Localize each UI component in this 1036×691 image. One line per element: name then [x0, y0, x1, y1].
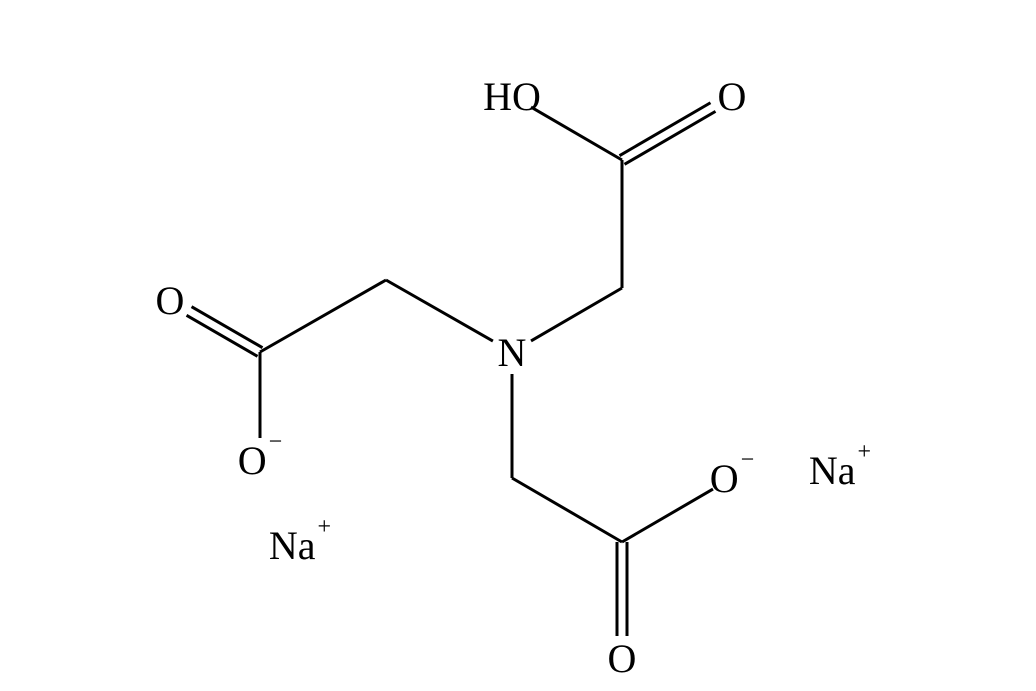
atom-O1neg: O−	[238, 429, 282, 483]
bond-N-C1	[386, 280, 493, 341]
bond-C2carb-O2d-1	[625, 111, 716, 164]
molecule-diagram: N O O− O HO O O− Na+ Na+	[0, 0, 1036, 691]
bond-C3-C3carb	[512, 478, 622, 542]
atom-N: N	[498, 330, 527, 375]
bond-C1-C1carb	[260, 280, 386, 352]
bond-C2carb-O2d-2	[619, 103, 710, 156]
bond-N-C2	[531, 288, 622, 341]
atom-O3d: O	[608, 636, 637, 681]
atom-O2d: O	[718, 74, 747, 119]
bond-C1carb-O1d-2	[187, 315, 258, 356]
bond-C1carb-O1d-1	[192, 307, 263, 348]
atom-O2H: HO	[483, 74, 541, 119]
bond-C3carb-O3neg	[622, 489, 713, 542]
counterion-0: Na+	[269, 514, 331, 568]
atom-O1d: O	[156, 278, 185, 323]
atom-O3neg: O−	[710, 447, 754, 501]
counterion-1: Na+	[809, 439, 871, 493]
bond-C2carb-O2H	[531, 107, 622, 160]
